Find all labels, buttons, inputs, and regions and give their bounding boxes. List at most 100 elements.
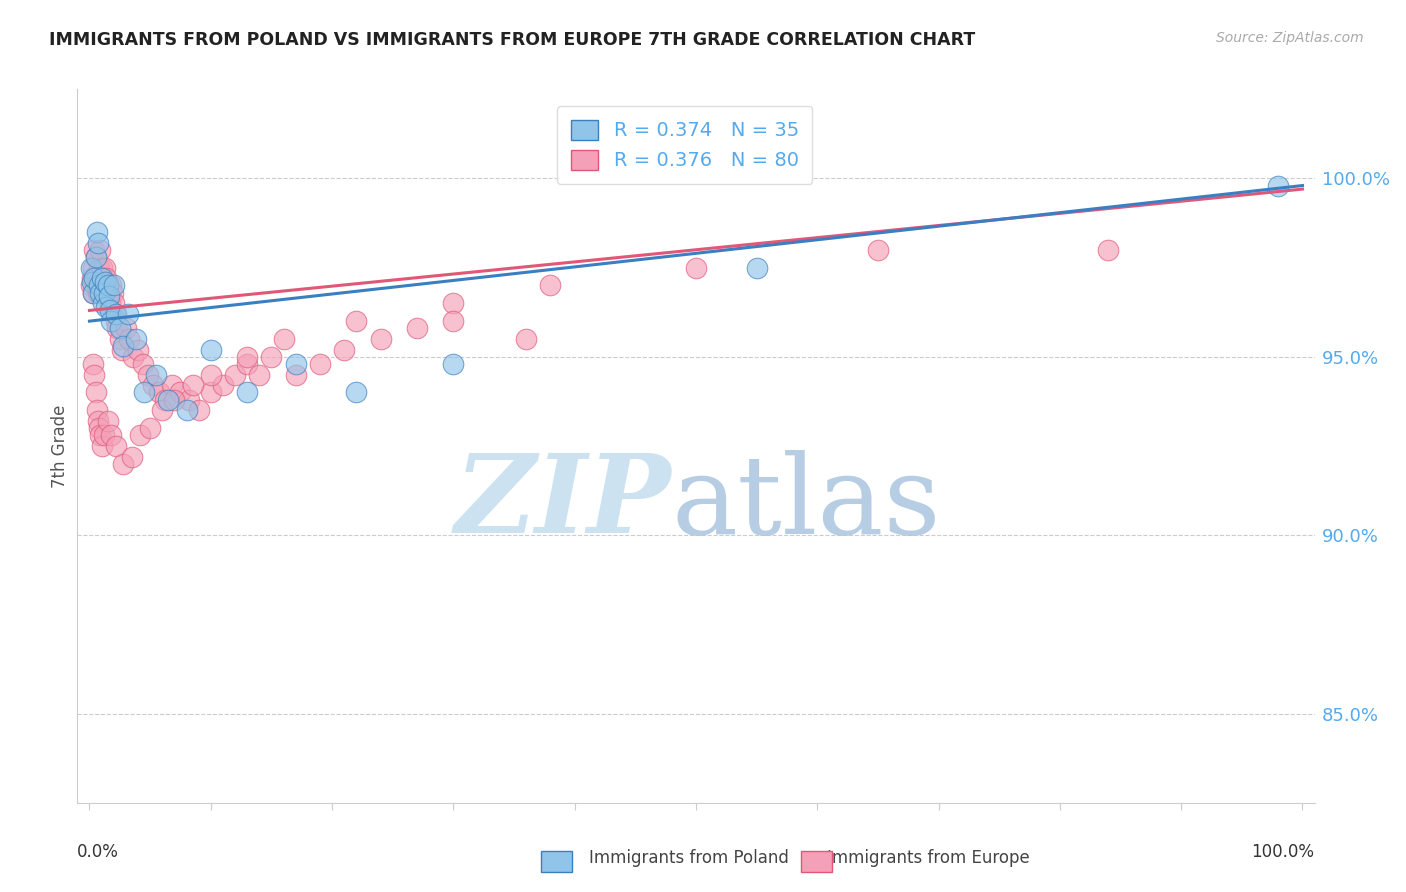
Point <box>177 392 200 407</box>
Point <box>132 385 155 400</box>
Point <box>150 403 173 417</box>
Point <box>129 428 152 442</box>
Point <box>89 260 111 275</box>
Point <box>89 428 111 442</box>
Point <box>406 321 429 335</box>
Point <box>108 332 131 346</box>
Point <box>94 275 117 289</box>
Point <box>284 357 307 371</box>
Point <box>86 271 108 285</box>
Point <box>97 278 120 293</box>
Point <box>136 368 159 382</box>
Point <box>247 368 270 382</box>
Text: Immigrants from Poland: Immigrants from Poland <box>589 849 789 867</box>
Point <box>98 296 121 310</box>
Point <box>284 368 307 382</box>
Point <box>93 428 115 442</box>
Point <box>1097 243 1119 257</box>
Point <box>84 250 107 264</box>
Point <box>105 439 128 453</box>
Point <box>80 275 103 289</box>
Point <box>79 278 101 293</box>
Point <box>94 260 117 275</box>
Text: atlas: atlas <box>671 450 941 557</box>
Text: 100.0%: 100.0% <box>1251 843 1315 861</box>
Point <box>124 332 146 346</box>
Point <box>93 285 115 300</box>
Point <box>176 403 198 417</box>
Point <box>89 285 111 300</box>
Point <box>93 285 115 300</box>
Point <box>212 378 235 392</box>
Point <box>100 428 122 442</box>
Point <box>98 303 121 318</box>
Point <box>103 296 125 310</box>
Point <box>200 343 222 357</box>
Point <box>181 378 204 392</box>
Point <box>441 296 464 310</box>
Point <box>866 243 889 257</box>
Point <box>112 457 135 471</box>
Point <box>91 296 114 310</box>
Point <box>200 385 222 400</box>
Point <box>89 278 111 293</box>
Point <box>169 385 191 400</box>
Point <box>111 343 134 357</box>
Point <box>145 368 167 382</box>
Point <box>236 357 259 371</box>
Point <box>441 357 464 371</box>
Point <box>200 368 222 382</box>
Point <box>132 357 155 371</box>
Point <box>224 368 246 382</box>
Point <box>90 271 112 285</box>
Point <box>105 321 128 335</box>
Point <box>90 260 112 275</box>
Point <box>153 392 176 407</box>
Point <box>118 332 141 346</box>
Point <box>745 260 768 275</box>
Point <box>139 421 162 435</box>
Point <box>89 243 111 257</box>
Point <box>87 235 110 250</box>
Point <box>117 307 139 321</box>
Point <box>141 378 163 392</box>
Point <box>538 278 561 293</box>
Point <box>91 271 114 285</box>
Y-axis label: 7th Grade: 7th Grade <box>51 404 69 488</box>
Point <box>121 450 143 464</box>
Point <box>344 314 367 328</box>
Point <box>97 289 120 303</box>
Point <box>148 385 170 400</box>
Point <box>115 321 138 335</box>
Point <box>87 414 110 428</box>
Point <box>333 343 356 357</box>
Point <box>103 278 125 293</box>
Point <box>105 307 128 321</box>
Point <box>1267 178 1289 193</box>
Point <box>80 271 103 285</box>
Point <box>97 278 120 293</box>
Point <box>515 332 537 346</box>
Point <box>83 368 105 382</box>
Point <box>344 385 367 400</box>
Point <box>122 350 145 364</box>
Point <box>87 285 110 300</box>
Point <box>101 285 124 300</box>
Point <box>89 421 111 435</box>
Point <box>83 271 105 285</box>
Point <box>260 350 283 364</box>
Point <box>86 403 108 417</box>
Point <box>83 243 105 257</box>
Text: 0.0%: 0.0% <box>77 843 120 861</box>
Point <box>82 357 104 371</box>
Point <box>104 307 127 321</box>
Point <box>187 403 209 417</box>
Point <box>309 357 332 371</box>
Point <box>86 225 108 239</box>
Point <box>97 285 120 300</box>
Point <box>441 314 464 328</box>
Legend: R = 0.374   N = 35, R = 0.376   N = 80: R = 0.374 N = 35, R = 0.376 N = 80 <box>557 106 813 184</box>
Point <box>96 300 118 314</box>
Point <box>160 378 183 392</box>
Point <box>236 350 259 364</box>
